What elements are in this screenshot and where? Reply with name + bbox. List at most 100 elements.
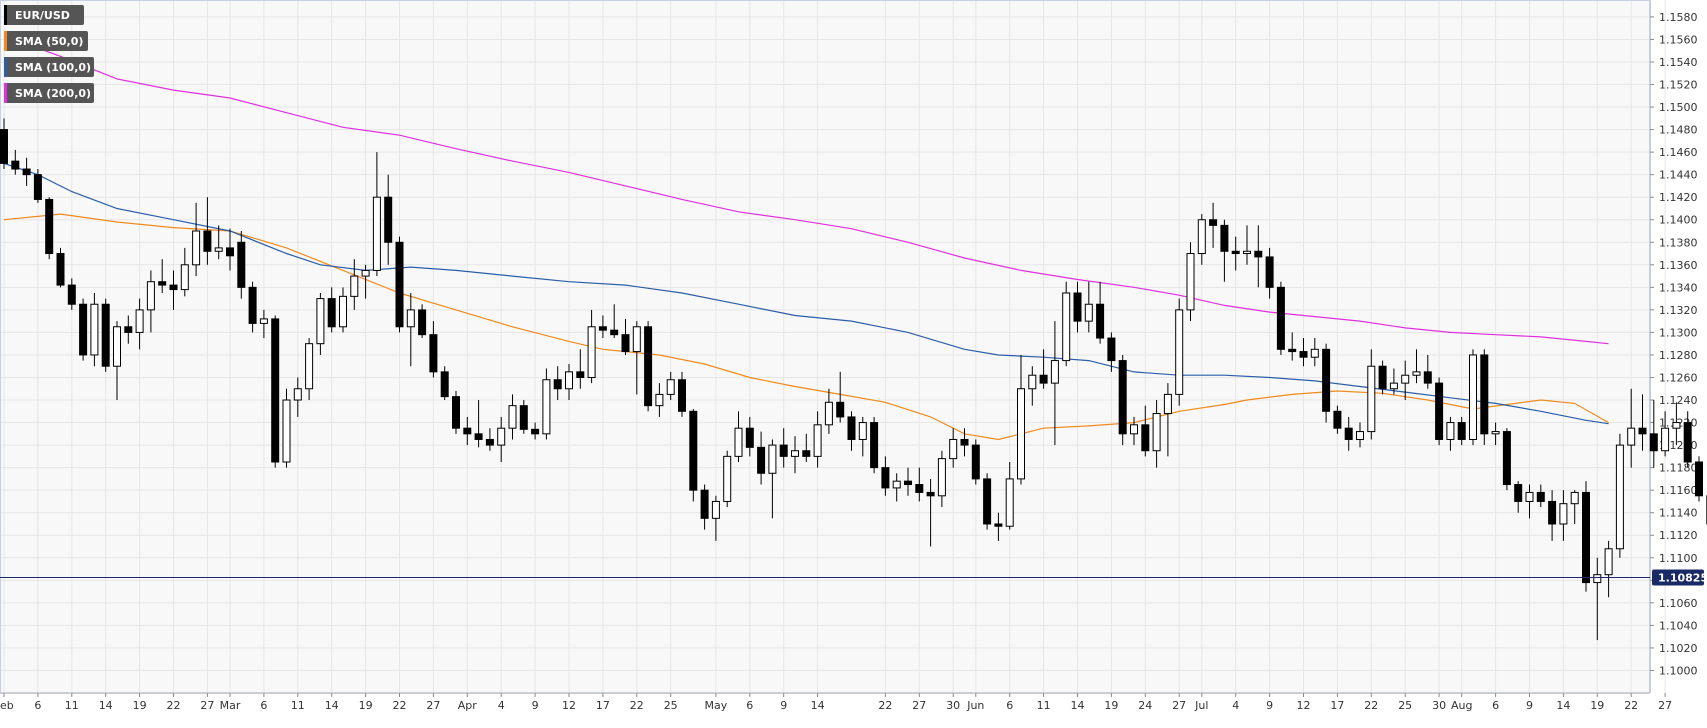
x-tick-label: 14 [325, 699, 339, 712]
candle-body [824, 401, 833, 426]
candle-body [158, 281, 167, 286]
candle-body [101, 303, 110, 367]
y-tick-label: 1.1300 [1659, 326, 1698, 339]
legend-swatch [4, 83, 7, 103]
legend-item-label: SMA (100,0) [15, 61, 91, 74]
y-tick-label: 1.1480 [1659, 124, 1698, 137]
candle-body [1457, 422, 1466, 440]
candle-body [135, 309, 144, 333]
y-tick-label: 1.1040 [1659, 619, 1698, 632]
candle-body [271, 318, 280, 463]
y-tick-label: 1.1360 [1659, 259, 1698, 272]
y-tick-label: 1.1240 [1659, 394, 1698, 407]
x-tick-label: 19 [1104, 699, 1118, 712]
candle-body [259, 318, 268, 324]
candle-body [678, 379, 686, 412]
candle-body [791, 450, 799, 457]
candle-body [610, 329, 619, 336]
candle-body [497, 427, 506, 446]
candle-body [858, 422, 867, 440]
y-tick-label: 1.1260 [1659, 371, 1698, 384]
candle-body [1152, 413, 1161, 452]
candle-body [1491, 431, 1500, 435]
candle-body [56, 253, 65, 286]
candle-body [180, 264, 189, 291]
candle-body [892, 480, 901, 489]
x-tick-label: 17 [1330, 699, 1344, 712]
x-tick-label: 4 [498, 699, 505, 712]
last-price-label: 1.10825 [1658, 572, 1707, 585]
candle-body [723, 455, 732, 502]
candle-body [1525, 491, 1534, 502]
candle-body [542, 379, 551, 435]
candle-body [700, 489, 709, 519]
candle-body [226, 247, 234, 257]
legend-item-box[interactable] [4, 57, 94, 77]
candle-body [1604, 548, 1613, 576]
y-tick-label: 1.1120 [1659, 529, 1698, 542]
candle-body [971, 444, 980, 480]
x-tick-label: 19 [1590, 699, 1604, 712]
x-tick-label: 22 [167, 699, 181, 712]
candle-body [1186, 253, 1195, 311]
candle-body [248, 286, 257, 324]
candle-body [214, 247, 223, 252]
candle-body [1412, 371, 1421, 376]
candle-body [1570, 491, 1579, 505]
candle-body [474, 433, 483, 440]
x-tick-label: 22 [1364, 699, 1378, 712]
candle-body [813, 424, 822, 457]
candle-body [734, 427, 743, 457]
x-tick-label: 6 [260, 699, 267, 712]
candle-body [203, 230, 212, 252]
candle-body [904, 480, 912, 486]
y-tick-label: 1.1280 [1659, 349, 1698, 362]
x-tick-label: Jul [1194, 699, 1208, 712]
candle-body [452, 396, 460, 429]
candle-body [1695, 461, 1703, 497]
candle-body [169, 284, 178, 291]
y-tick-label: 1.1380 [1659, 236, 1698, 249]
candle-body [429, 334, 438, 373]
x-tick-label: 22 [393, 699, 407, 712]
candle-body [1243, 250, 1251, 255]
candle-body [1469, 354, 1477, 440]
x-tick-label: 27 [912, 699, 926, 712]
candle-body [1502, 431, 1511, 486]
candle-body [576, 371, 585, 378]
x-tick-label: Jun [966, 699, 984, 712]
plot-area [0, 0, 1650, 693]
x-tick-label: 9 [780, 699, 787, 712]
x-tick-label: 17 [596, 699, 610, 712]
candle-body [350, 275, 359, 297]
candle-body [1593, 574, 1602, 584]
candle-body [632, 326, 641, 353]
legend-item-box[interactable] [4, 31, 88, 51]
candle-body [0, 129, 8, 164]
candle-body [1299, 351, 1308, 358]
candle-body [316, 298, 325, 345]
x-tick-label: Aug [1451, 699, 1472, 712]
x-tick-label: 14 [1556, 699, 1570, 712]
candle-body [305, 343, 314, 390]
x-tick-label: Apr [458, 699, 478, 712]
legend-item-box[interactable] [4, 83, 94, 103]
y-tick-label: 1.1020 [1659, 642, 1698, 655]
candle-body [384, 196, 393, 243]
x-tick-label: 30 [1432, 699, 1446, 712]
candle-body [67, 284, 76, 305]
x-tick-label: 6 [1492, 699, 1499, 712]
candle-body [124, 326, 133, 333]
candle-body [1672, 422, 1681, 429]
y-tick-label: 1.1320 [1659, 304, 1698, 317]
candle-body [406, 309, 415, 328]
candle-body [1073, 292, 1082, 322]
y-tick-label: 1.1540 [1659, 56, 1698, 69]
candle-body [1559, 503, 1568, 525]
candle-body [395, 241, 404, 328]
x-tick-label: 14 [1071, 699, 1085, 712]
candle-body [508, 405, 517, 429]
x-tick-label: 22 [1624, 699, 1638, 712]
legend-item-box[interactable] [4, 5, 84, 25]
